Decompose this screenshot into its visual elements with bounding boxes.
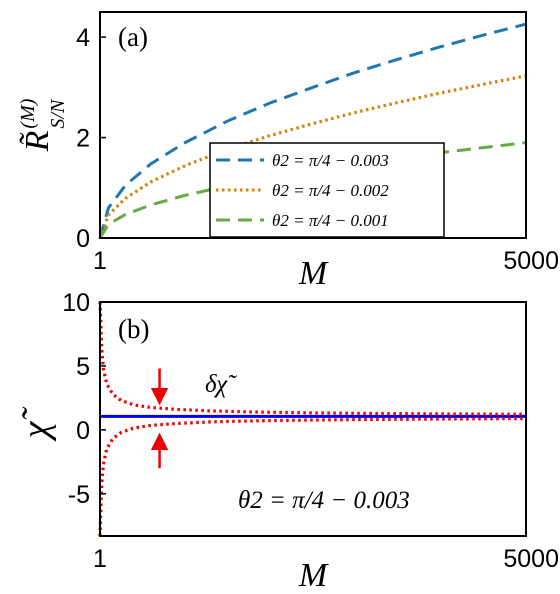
x-tick-label: 1: [93, 247, 107, 275]
panel-b-series: [98, 301, 527, 537]
panel-b-ticks: -5 0 5 10 1 5000: [62, 289, 559, 573]
y-tick-label: 0: [76, 225, 90, 253]
svg-text:R̃(M)S/N: R̃(M) S/N: [17, 98, 69, 152]
y-tick-label: -5: [68, 481, 90, 509]
panel-b-frame: [99, 301, 527, 537]
theta-annotation: θ2 = π/4 − 0.003: [238, 487, 410, 514]
panel-b-label: (b): [118, 314, 149, 344]
ylabel-main: R̃: [18, 130, 56, 152]
panel-a-ylabel: R̃(M) S/N: [17, 98, 69, 152]
ylabel-sub: S/N: [47, 98, 69, 129]
panel-a-xlabel: M: [298, 255, 329, 292]
legend: θ2 = π/4 − 0.003 θ2 = π/4 − 0.002 θ2 = π/4…: [209, 142, 445, 238]
x-tick-label: 5000: [503, 545, 559, 573]
y-tick-label: 0: [76, 417, 90, 445]
legend-entry-label: θ2 = π/4 − 0.003: [272, 151, 389, 170]
panel-a: 0 2 4 1 5000 (a) R̃(M) S/N M θ2 = π/4 − 0.003…: [17, 11, 559, 292]
panel-b-xlabel: M: [298, 557, 329, 594]
x-tick-label: 5000: [503, 247, 559, 275]
panel-b-ylabel: χ̃: [15, 406, 57, 443]
panel-a-frame: [99, 11, 527, 239]
ylabel-sup: (M): [17, 98, 39, 128]
panel-a-label: (a): [118, 22, 148, 52]
delta-chi-label: δχ̃: [205, 371, 237, 398]
series-line-2: [98, 74, 527, 239]
y-tick-label: 2: [76, 125, 90, 153]
y-tick-label: 10: [62, 289, 90, 317]
y-tick-label: 4: [76, 24, 90, 52]
y-tick-label: 5: [76, 353, 90, 381]
panel-b: -5 0 5 10 1 5000 (b) χ̃ M δχ̃ θ2 = π/4 − 0.00…: [15, 289, 559, 594]
series-line-1: [98, 22, 527, 239]
legend-entry-label: θ2 = π/4 − 0.001: [272, 211, 389, 230]
panel-a-ticks: 0 2 4 1 5000: [76, 24, 559, 275]
series-line-2: [98, 301, 527, 416]
legend-entry-label: θ2 = π/4 − 0.002: [272, 181, 389, 200]
series-line-3: [98, 417, 527, 537]
x-tick-label: 1: [93, 545, 107, 573]
